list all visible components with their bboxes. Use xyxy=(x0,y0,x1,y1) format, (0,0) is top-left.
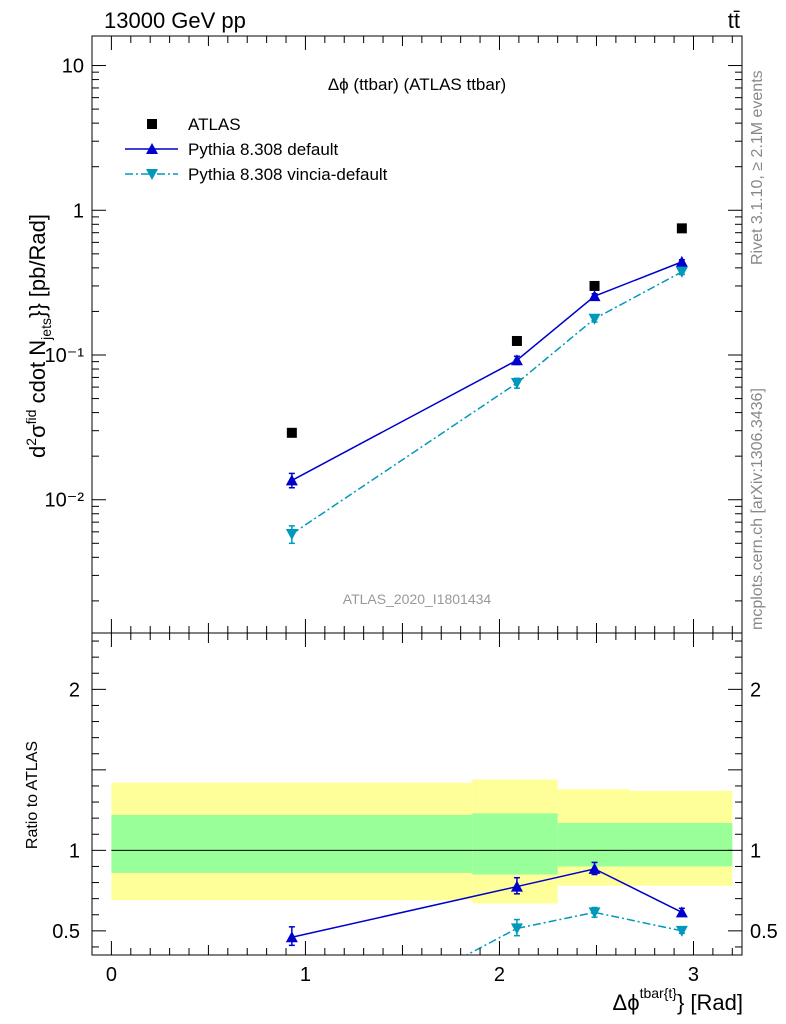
legend-label: Pythia 8.308 vincia-default xyxy=(188,165,388,184)
main-panel: 10⁻² 10⁻¹ 1 10 Δϕ (ttbar) (ATLAS ttbar) ATL… xyxy=(45,35,743,634)
uncertainty-band-green xyxy=(472,813,558,875)
y-tick-label: 10 xyxy=(62,56,84,78)
data-point xyxy=(510,354,523,366)
uncertainty-band-green xyxy=(557,822,630,867)
series-line xyxy=(291,868,683,939)
plot-title: Δϕ (ttbar) (ATLAS ttbar) xyxy=(328,75,506,94)
y-axis-label: d2σfid cdot Njets}} [pb/Rad] xyxy=(23,214,54,458)
header-left-label: 13000 GeV pp xyxy=(104,8,246,33)
data-point xyxy=(588,313,601,325)
series-pythia-8-308-vincia-default xyxy=(285,266,688,545)
ratio-panel-frame xyxy=(91,632,743,956)
data-point xyxy=(675,255,688,267)
x-tick-label: 1 xyxy=(300,964,311,986)
ratio-point xyxy=(588,907,601,919)
legend-marker xyxy=(146,143,158,154)
data-point xyxy=(285,474,298,486)
legend-label: Pythia 8.308 default xyxy=(188,140,339,159)
ratio-y-tick-label-right: 2 xyxy=(750,679,761,701)
uncertainty-band-green xyxy=(111,814,473,873)
ratio-y-tick-label-right: 0.5 xyxy=(750,921,778,943)
ratio-y-tick-label: 0.5 xyxy=(52,921,80,943)
series-line xyxy=(291,271,683,535)
series-line xyxy=(291,261,683,482)
x-tick-label: 3 xyxy=(688,964,699,986)
ratio-series-pythia-8-308-vincia-default xyxy=(465,906,688,955)
mcplots-label: mcplots.cern.ch [arXiv:1306.3436] xyxy=(749,388,766,630)
legend-marker xyxy=(147,119,157,129)
header-right-label: tt̄ xyxy=(728,8,740,33)
ratio-point xyxy=(588,862,601,874)
x-axis-label: Δϕtbar{t}} [Rad] xyxy=(613,985,743,1015)
rivet-label: Rivet 3.1.10, ≥ 2.1M events xyxy=(749,70,766,265)
ratio-panel: 0.5 0.5 1 1 2 2 0 1 2 3 xyxy=(52,632,778,986)
data-point xyxy=(588,290,601,302)
ratio-y-tick-label: 2 xyxy=(69,679,80,701)
ratio-y-axis-label: Ratio to ATLAS xyxy=(24,741,41,849)
data-point xyxy=(675,266,688,278)
watermark-label: ATLAS_2020_I1801434 xyxy=(343,591,492,607)
legend-marker xyxy=(146,169,158,180)
ratio-y-tick-label-right: 1 xyxy=(750,840,761,862)
legend-item: Pythia 8.308 vincia-default xyxy=(125,165,388,184)
y-tick-label: 1 xyxy=(73,200,84,222)
x-tick-label: 0 xyxy=(106,964,117,986)
ratio-series-pythia-8-308-default xyxy=(285,861,688,947)
data-point xyxy=(589,280,600,291)
uncertainty-band-green xyxy=(629,822,733,867)
data-point xyxy=(286,427,297,438)
data-point xyxy=(511,335,522,346)
legend-item: Pythia 8.308 default xyxy=(125,140,339,159)
ratio-y-tick-label: 1 xyxy=(69,840,80,862)
ratio-point xyxy=(675,925,688,937)
ratio-point xyxy=(285,931,298,943)
legend: ATLAS Pythia 8.308 default Pythia 8.308 vi… xyxy=(125,115,388,184)
svg-text:d2σfid cdot Njets}} [pb/Rad]: d2σfid cdot Njets}} [pb/Rad] xyxy=(23,214,54,458)
y-tick-label: 10⁻¹ xyxy=(45,345,85,367)
data-point xyxy=(285,528,298,540)
ratio-point xyxy=(510,923,523,935)
data-point xyxy=(676,223,687,234)
legend-label: ATLAS xyxy=(188,115,241,134)
x-tick-label: 2 xyxy=(494,964,505,986)
ratio-point xyxy=(510,880,523,892)
series-pythia-8-308-default xyxy=(285,255,688,489)
ratio-point xyxy=(675,906,688,918)
data-point xyxy=(510,378,523,390)
y-tick-label: 10⁻² xyxy=(45,490,85,512)
series-line xyxy=(465,911,683,955)
legend-item: ATLAS xyxy=(147,115,241,134)
series-atlas xyxy=(286,223,687,438)
